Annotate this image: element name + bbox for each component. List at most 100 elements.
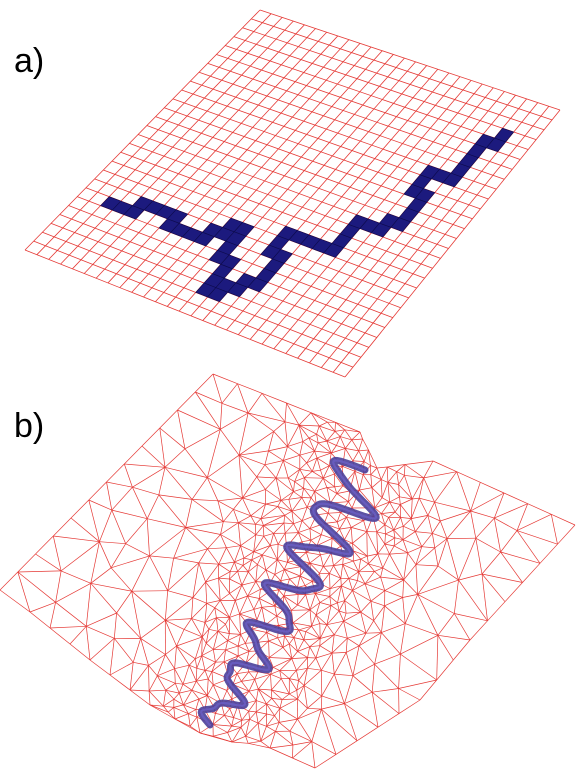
mesh-edge: [240, 534, 257, 546]
mesh-edge: [417, 579, 459, 595]
mesh-edge: [322, 478, 328, 488]
mesh-edge: [348, 501, 353, 509]
mesh-edge: [240, 720, 243, 728]
mesh-edge: [273, 533, 279, 545]
mesh-edge: [288, 497, 302, 500]
mesh-edge: [303, 685, 322, 697]
mesh-edge: [167, 711, 176, 720]
mesh-edge: [256, 464, 266, 478]
mesh-edge: [539, 543, 558, 564]
mesh-edge: [400, 653, 437, 681]
mesh-edge: [305, 594, 311, 610]
mesh-edge: [260, 503, 266, 519]
mesh-edge: [291, 497, 303, 512]
mesh-edge: [288, 643, 293, 659]
mesh-edge: [296, 657, 308, 671]
mesh-edge: [253, 534, 257, 552]
mesh-edge: [283, 595, 298, 606]
mesh-edge: [336, 485, 344, 494]
mesh-edge: [248, 688, 259, 692]
mesh-edge: [106, 463, 125, 483]
mesh-edge: [297, 646, 310, 652]
mesh-edge: [265, 569, 275, 575]
mesh-edge: [109, 674, 131, 691]
mesh-edge: [131, 590, 168, 592]
mesh-edge: [326, 605, 332, 625]
mesh-edge: [213, 640, 228, 650]
mesh-edge: [305, 593, 316, 595]
grid-line: [24, 9, 261, 251]
mesh-edge: [396, 464, 406, 472]
mesh-edge: [212, 724, 232, 727]
mesh-edge: [481, 573, 506, 602]
mesh-edge: [219, 600, 230, 618]
mesh-edge: [303, 488, 312, 499]
mesh-edge: [277, 506, 285, 516]
mesh-edge: [297, 532, 303, 542]
mesh-edge: [218, 547, 227, 565]
mesh-edge: [458, 579, 488, 622]
mesh-edge: [436, 635, 439, 681]
mesh-edge: [179, 689, 192, 694]
mesh-edge: [188, 713, 191, 727]
mesh-edge: [318, 425, 328, 442]
mesh-edge: [331, 653, 335, 675]
mesh-edge: [346, 611, 361, 614]
mesh-edge: [389, 545, 395, 555]
mesh-edge: [316, 425, 320, 435]
mesh-edge: [270, 543, 279, 546]
mesh-edge: [231, 719, 242, 727]
mesh-edge: [55, 582, 91, 603]
mesh-edge: [297, 718, 313, 742]
mesh-edge: [311, 741, 337, 755]
mesh-edge: [374, 507, 382, 514]
mesh-edge: [55, 602, 87, 627]
mesh-edge: [384, 517, 389, 525]
mesh-edge: [49, 625, 87, 629]
mesh-edge: [221, 402, 249, 414]
mesh-edge: [191, 597, 194, 619]
mesh-edge: [211, 661, 225, 672]
mesh-edge: [292, 741, 313, 759]
mesh-edge: [17, 570, 62, 573]
mesh-edge: [315, 588, 331, 595]
mesh-edge: [344, 539, 353, 544]
mesh-edge: [306, 450, 315, 464]
mesh-edge: [254, 671, 259, 680]
mesh-edge: [60, 541, 100, 572]
mesh-edge: [437, 538, 448, 567]
mesh-edge: [551, 513, 576, 526]
mesh-edge: [344, 429, 361, 433]
mesh-edge: [261, 393, 286, 423]
mesh-edge: [206, 429, 221, 478]
mesh-edge: [351, 520, 364, 528]
mesh-edge: [206, 602, 215, 609]
mesh-edge: [264, 460, 284, 466]
mesh-edge: [321, 708, 358, 742]
mesh-edge: [125, 518, 148, 544]
mesh-edge: [308, 437, 315, 452]
mesh-edge: [173, 707, 189, 715]
mesh-edge: [274, 559, 278, 575]
mesh-edge: [317, 442, 332, 454]
mesh-edge: [286, 402, 312, 414]
mesh-edge: [522, 563, 541, 583]
mesh-edge: [348, 578, 358, 581]
mesh-edge: [454, 613, 488, 622]
mesh-edge: [266, 698, 273, 705]
mesh-edge: [400, 623, 406, 655]
mesh-edge: [410, 518, 416, 532]
mesh-edge: [330, 602, 338, 606]
mesh-edge: [403, 552, 408, 580]
mesh-edge: [174, 683, 180, 694]
mesh-edge: [282, 698, 298, 700]
grid-line: [216, 54, 521, 160]
mesh-edge: [184, 448, 208, 478]
mesh-edge: [310, 412, 320, 427]
mesh-edge: [182, 680, 197, 685]
mesh-edge: [191, 618, 205, 623]
mesh-edge: [148, 690, 164, 707]
mesh-edge: [387, 466, 397, 473]
mesh-edge: [437, 565, 459, 581]
mesh-edge: [184, 428, 221, 450]
